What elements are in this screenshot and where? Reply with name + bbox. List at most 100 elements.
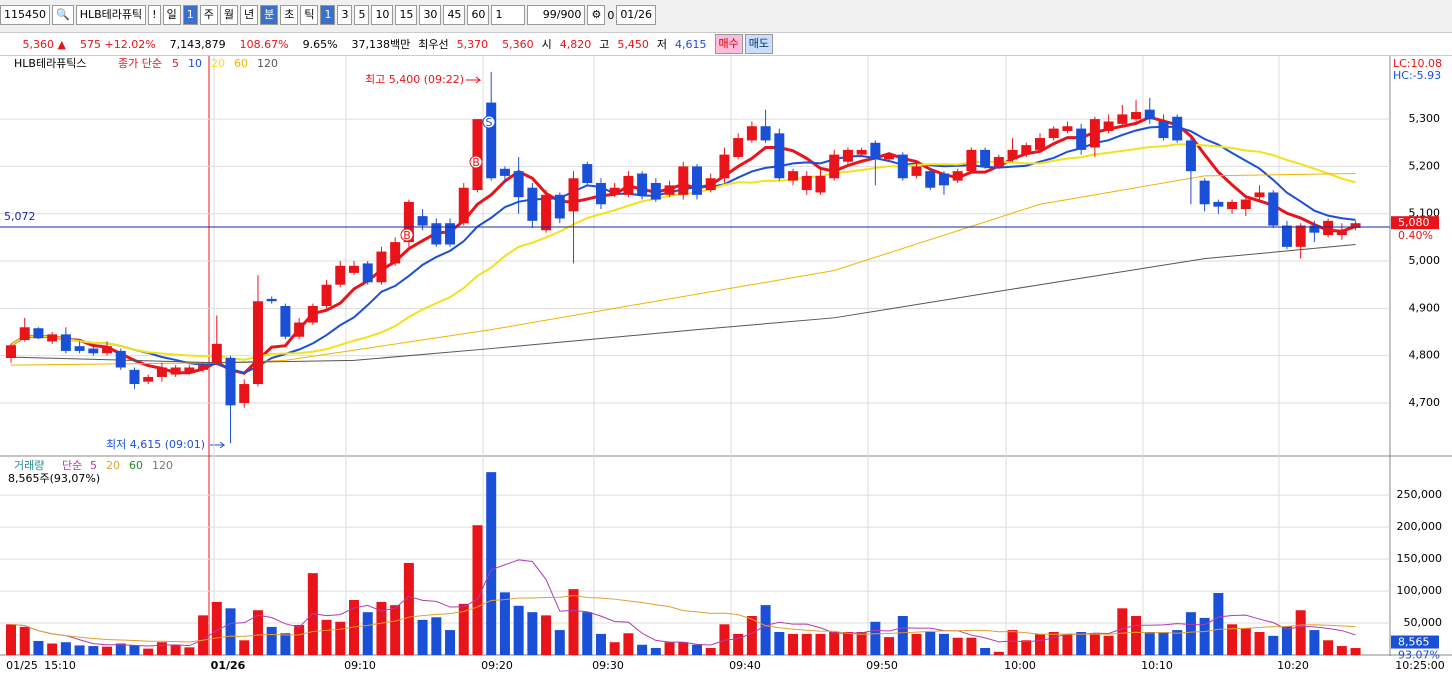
volume-bar — [1089, 633, 1100, 655]
candle-body — [1007, 149, 1018, 160]
x-tick-label: 09:10 — [344, 659, 376, 672]
candle-body — [198, 365, 209, 370]
x-tick-label: 10:10 — [1141, 659, 1173, 672]
volume-bar — [1254, 631, 1265, 655]
candle-body — [1350, 223, 1361, 228]
volume-bar — [1281, 626, 1292, 655]
turnover: 9.65% — [302, 37, 338, 51]
volume-bar — [541, 615, 552, 655]
open: 4,820 — [559, 37, 592, 51]
checkbox[interactable]: 0 — [607, 8, 615, 22]
interval[interactable]: 10 — [371, 5, 394, 25]
candle-body — [1089, 119, 1100, 148]
volume-bar — [870, 621, 881, 655]
candle-body — [1323, 220, 1334, 236]
low: 4,615 — [675, 37, 707, 51]
candle-body — [595, 182, 606, 205]
signal-label: B — [403, 229, 411, 242]
candle-body — [211, 343, 222, 363]
candle-body — [897, 154, 908, 179]
change: 575 +12.02% — [80, 37, 156, 51]
period[interactable]: 1 — [182, 5, 198, 25]
stock-name[interactable]: HLB테라퓨틱 — [75, 5, 147, 25]
candle-body — [1227, 201, 1238, 210]
volume-bar — [938, 633, 949, 655]
volume-bar — [1144, 631, 1155, 655]
reference-label: 5,072 — [4, 210, 36, 223]
period[interactable]: 일 — [162, 5, 181, 25]
candle-body — [19, 327, 30, 341]
y2-tick-label: 50,000 — [1404, 616, 1443, 629]
signal-label: S — [486, 116, 493, 129]
candle-body — [609, 187, 620, 195]
candle-body — [733, 138, 744, 157]
candle-body — [678, 166, 689, 195]
arrow — [466, 76, 482, 84]
x-tick-label: 09:40 — [729, 659, 761, 672]
volume-bar — [760, 605, 771, 655]
period[interactable]: 틱 — [300, 5, 319, 25]
volume-bar — [650, 647, 661, 655]
quote-bar: 5,360 ▲ 575 +12.02% 7,143,879 108.67% 9.… — [0, 32, 1452, 56]
interval[interactable]: 45 — [443, 5, 466, 25]
candle-body — [1336, 230, 1347, 236]
volume-bar — [335, 621, 346, 655]
candle-body — [664, 185, 675, 195]
period[interactable]: 주 — [199, 5, 218, 25]
search[interactable]: 🔍 — [52, 5, 74, 25]
tool[interactable]: ⚙ — [587, 5, 606, 25]
volume-bar — [1131, 616, 1142, 655]
interval[interactable]: 1 — [320, 5, 336, 25]
signal-marker — [469, 155, 483, 169]
interval[interactable]: 3 — [337, 5, 353, 25]
y2-tick-label: 250,000 — [1397, 488, 1443, 501]
volume-bar — [499, 592, 510, 655]
amount: 37,138백만 — [351, 38, 411, 51]
volume-bar — [417, 619, 428, 655]
volume-bar — [856, 631, 867, 655]
candle-body — [376, 251, 387, 283]
y-tick-label: 5,000 — [1409, 254, 1441, 267]
code-input[interactable]: 115450 — [0, 5, 50, 25]
candle-body — [294, 322, 305, 337]
period[interactable]: 분 — [260, 5, 279, 25]
volume-bar — [1172, 630, 1183, 655]
legend-period: 20 — [106, 459, 120, 472]
candle-body — [1268, 192, 1279, 226]
candle-body — [623, 175, 634, 195]
candle-body — [801, 175, 812, 191]
x-tick-label: 10:25:00 — [1395, 659, 1444, 672]
volume-bar — [376, 601, 387, 655]
candle-body — [88, 348, 99, 354]
label: 고 — [599, 38, 610, 51]
alert[interactable]: ! — [148, 5, 161, 25]
candle-body — [719, 154, 730, 179]
period[interactable]: 년 — [239, 5, 259, 25]
volume-bar — [733, 633, 744, 655]
volume-bar — [445, 630, 456, 655]
range[interactable]: 99/900 — [527, 5, 586, 25]
volume-bar — [252, 610, 263, 655]
buy-button[interactable]: 매수 — [714, 34, 743, 54]
volume-bar — [911, 633, 922, 655]
candle-body — [102, 346, 113, 354]
volume-bar — [705, 647, 716, 655]
legend-name: 거래량 — [14, 459, 44, 472]
volume-bar — [1158, 631, 1169, 655]
signal-marker — [482, 115, 496, 129]
volume-bar — [1309, 630, 1320, 655]
candle-body — [829, 154, 840, 179]
volume-tag-label: 8,565 — [1398, 636, 1430, 649]
candle-body — [6, 345, 16, 359]
candle-body — [362, 263, 373, 283]
interval[interactable]: 60 — [467, 5, 490, 25]
period[interactable]: 월 — [219, 5, 238, 25]
interval[interactable]: 30 — [419, 5, 442, 25]
interval[interactable]: 15 — [395, 5, 418, 25]
date[interactable]: 01/26 — [616, 5, 657, 25]
sell-button[interactable]: 매도 — [744, 34, 774, 54]
period[interactable]: 초 — [280, 5, 299, 25]
interval[interactable]: 5 — [354, 5, 370, 25]
count[interactable]: 1 — [491, 5, 526, 25]
candle-body — [1254, 192, 1265, 198]
